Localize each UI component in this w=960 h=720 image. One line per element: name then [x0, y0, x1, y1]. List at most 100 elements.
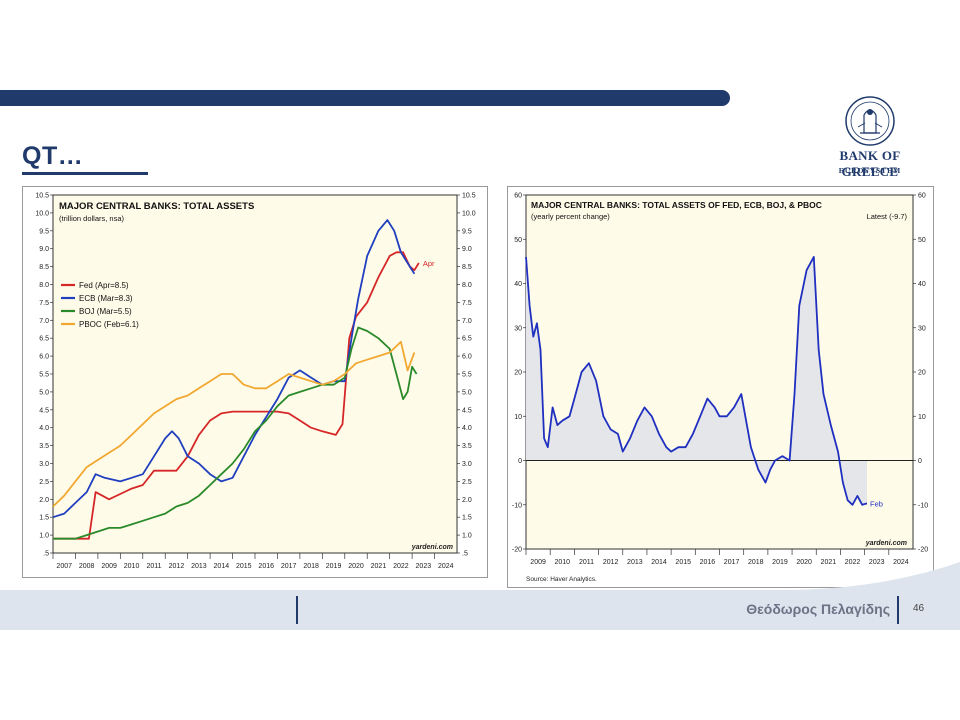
legend-label: Fed (Apr=8.5): [79, 281, 129, 290]
legend-label: PBOC (Feb=6.1): [79, 320, 139, 329]
y-tick-label-right: 0: [918, 458, 922, 465]
seal-icon: [845, 96, 895, 146]
y-tick-label-right: 1.5: [462, 515, 472, 522]
legend-label: BOJ (Mar=5.5): [79, 307, 132, 316]
y-tick-label-right: 3.0: [462, 461, 472, 468]
x-tick-label: 2020: [348, 563, 364, 570]
y-tick-label-right: -20: [918, 547, 928, 554]
y-tick-label-right: 6.0: [462, 354, 472, 361]
y-tick-label-left: 8.5: [39, 264, 49, 271]
x-tick-label: 2012: [603, 559, 619, 566]
y-tick-label-left: 5.0: [39, 389, 49, 396]
y-tick-label-right: 10.5: [462, 193, 476, 200]
y-tick-label-left: 20: [514, 370, 522, 377]
x-tick-label: 2024: [893, 559, 909, 566]
y-tick-label-right: 20: [918, 370, 926, 377]
x-tick-label: 2022: [393, 563, 409, 570]
series-line: [53, 251, 420, 540]
footer-band: [0, 590, 960, 630]
y-tick-label-left: -10: [512, 502, 522, 509]
x-tick-label: 2015: [675, 559, 691, 566]
y-tick-label-left: 40: [514, 281, 522, 288]
y-tick-label-right: 2.5: [462, 479, 472, 486]
y-tick-label-right: 7.5: [462, 300, 472, 307]
x-tick-label: 2010: [124, 563, 140, 570]
x-tick-label: 2014: [214, 563, 230, 570]
logo-name: BANK OF GREECE: [839, 148, 901, 179]
y-tick-label-right: 30: [918, 325, 926, 332]
footer-separator: [897, 596, 899, 624]
x-tick-label: 2024: [438, 563, 454, 570]
series-line: [52, 340, 416, 508]
y-tick-label-left: 1.5: [39, 515, 49, 522]
y-tick-label-left: .5: [43, 551, 49, 558]
y-tick-label-right: 50: [918, 237, 926, 244]
x-tick-label: 2021: [371, 563, 387, 570]
y-tick-label-right: 7.0: [462, 318, 472, 325]
x-tick-label: 2018: [303, 563, 319, 570]
x-tick-label: 2016: [258, 563, 274, 570]
y-tick-label-left: 6.5: [39, 336, 49, 343]
y-tick-label-left: 60: [514, 193, 522, 200]
y-tick-label-left: 9.5: [39, 228, 49, 235]
y-tick-label-right: 9.0: [462, 246, 472, 253]
y-tick-label-left: 7.0: [39, 318, 49, 325]
x-tick-label: 2017: [281, 563, 297, 570]
y-tick-label-right: 60: [918, 193, 926, 200]
y-tick-label-right: 5.5: [462, 372, 472, 379]
bank-of-greece-logo: [820, 93, 920, 183]
y-tick-label-right: 10: [918, 414, 926, 421]
x-tick-label: 2023: [869, 559, 885, 566]
x-tick-label: 2009: [101, 563, 117, 570]
x-tick-label: 2013: [627, 559, 643, 566]
x-tick-label: 2016: [700, 559, 716, 566]
x-tick-label: 2008: [79, 563, 95, 570]
footer-separator: [296, 596, 298, 624]
series-line: [53, 326, 418, 540]
y-tick-label-left: 50: [514, 237, 522, 244]
source-logo: yardeni.com: [865, 540, 907, 547]
y-tick-label-left: 7.5: [39, 300, 49, 307]
x-tick-label: 2017: [724, 559, 740, 566]
x-tick-label: 2015: [236, 563, 252, 570]
y-tick-label-left: 3.5: [39, 443, 49, 450]
x-tick-label: 2023: [416, 563, 432, 570]
end-label: Apr: [423, 259, 435, 268]
y-tick-label-right: 40: [918, 281, 926, 288]
y-tick-label-left: -20: [512, 547, 522, 554]
y-tick-label-right: 3.5: [462, 443, 472, 450]
y-tick-label-right: 8.5: [462, 264, 472, 271]
x-tick-label: 2018: [748, 559, 764, 566]
x-tick-label: 2011: [579, 559, 594, 566]
x-tick-label: 2010: [554, 559, 570, 566]
source-label: yardeni.com: [411, 544, 453, 551]
y-tick-label-right: 4.0: [462, 425, 472, 432]
y-tick-label-right: 2.0: [462, 497, 472, 504]
y-tick-label-left: 2.0: [39, 497, 49, 504]
y-tick-label-left: 8.0: [39, 282, 49, 289]
x-tick-label: 2011: [146, 563, 161, 570]
x-tick-label: 2009: [530, 559, 546, 566]
title-underline: [22, 172, 148, 175]
y-tick-label-left: 10.0: [35, 210, 49, 217]
y-tick-label-left: 30: [514, 325, 522, 332]
slide-title: QT…: [22, 142, 84, 170]
legend-label: ECB (Mar=8.3): [79, 294, 133, 303]
y-tick-label-left: 2.5: [39, 479, 49, 486]
x-tick-label: 2019: [772, 559, 788, 566]
x-tick-label: 2021: [821, 559, 837, 566]
y-tick-label-right: -10: [918, 502, 928, 509]
footer-author: Θεόδωρος Πελαγίδης: [746, 601, 890, 617]
chart-total-assets: 10.5 10.5 10.0 10.0 9.5 9.5 9.0 9.0 8.5 8.5 8.0 8.0…: [22, 186, 488, 578]
y-tick-label-right: 9.5: [462, 228, 472, 235]
y-tick-label-left: 10.5: [35, 193, 49, 200]
chart-title: MAJOR CENTRAL BANKS: TOTAL ASSETS: [59, 201, 254, 212]
x-tick-label: 2012: [169, 563, 185, 570]
chart-subtitle: (yearly percent change): [531, 212, 610, 221]
x-tick-label: 2014: [651, 559, 667, 566]
y-tick-label-left: 4.0: [39, 425, 49, 432]
y-tick-label-left: 9.0: [39, 246, 49, 253]
y-tick-label-left: 10: [514, 414, 522, 421]
latest-annotation: Latest (-9.7): [867, 212, 908, 221]
page-number: 46: [913, 603, 925, 614]
